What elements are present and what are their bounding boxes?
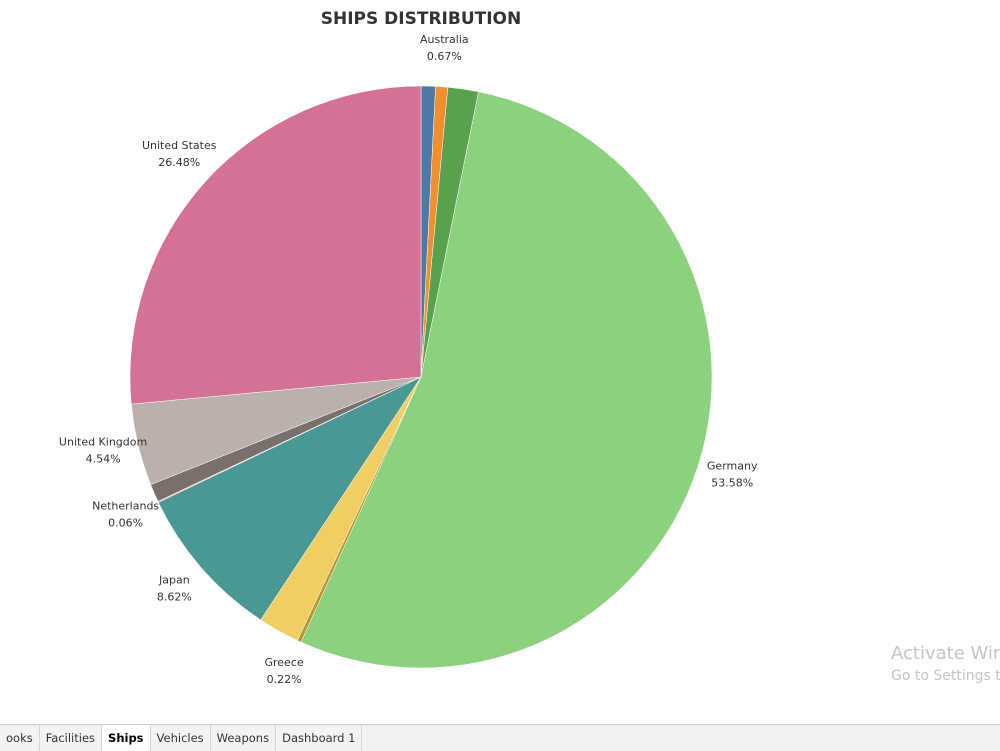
slice-value-label: 26.48% — [158, 156, 200, 169]
slice-label: Greece — [264, 656, 303, 669]
slice-value-label: 0.22% — [267, 673, 302, 686]
watermark: Go to Settings to — [891, 668, 1000, 684]
slice-label: Japan — [158, 574, 190, 587]
slice-label: United States — [142, 139, 217, 152]
pie-slice — [158, 376, 422, 621]
chart-title: SHIPS DISTRIBUTION — [321, 9, 521, 29]
sheet-tab[interactable]: Vehicles — [151, 725, 211, 751]
slice-value-label: 0.67% — [427, 50, 462, 63]
watermark: Activate Win — [891, 643, 1000, 664]
chart: SHIPS DISTRIBUTION Australia 0.67% Germany… — [59, 9, 758, 686]
sheet-tab[interactable]: Weapons — [211, 725, 277, 751]
sheet-tab[interactable]: Facilities — [40, 725, 103, 751]
pie-slice — [129, 85, 422, 405]
sheet-tab[interactable]: Ships — [102, 725, 151, 751]
slice-label: Germany — [707, 459, 758, 472]
slice-label: United Kingdom — [59, 436, 147, 449]
tab-bar: ooks Facilities Ships Vehicles Weapons Dashbo… — [0, 724, 1000, 751]
slice-value-label: 53.58% — [711, 476, 753, 489]
sheet-tab[interactable]: Dashboard 1 — [276, 725, 363, 751]
slice-value-label: 4.54% — [86, 453, 121, 466]
sheet-tab[interactable]: ooks — [0, 725, 40, 751]
slice-label: Australia — [420, 33, 469, 46]
pie-slice — [300, 91, 713, 669]
slice-value-label: 8.62% — [157, 591, 192, 604]
slice-label: Netherlands — [92, 499, 159, 512]
slice-value-label: 0.06% — [108, 516, 143, 529]
